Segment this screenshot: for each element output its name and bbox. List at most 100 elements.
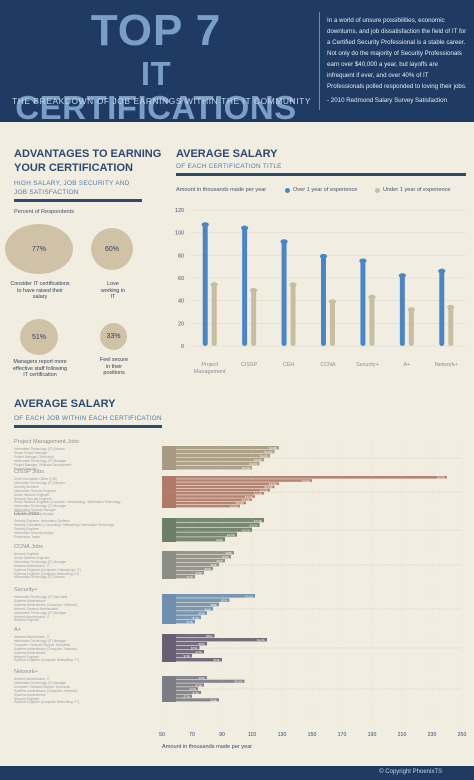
job-name: Network Security Engineer [14,496,52,501]
job-salary-bar [162,446,279,450]
job-salary-bar [162,454,270,458]
job-name: Systems Administrator (Computer / Networ… [14,646,78,651]
job-salary-value: $102k [230,504,239,508]
job-salary-value: $120k [257,638,266,642]
job-name: Security Architect [14,484,39,489]
job-salary-bar [162,634,215,638]
job-group-title: Network+ [14,669,38,675]
job-name: Senior Network Engineer [14,555,50,560]
job-name: Computer / Network Support Technician [14,684,71,689]
x-category-label: Network+ [435,362,458,368]
job-salary-value: $105k [234,680,243,684]
job-salary-value: $110k [242,528,250,532]
job-name: Information Security Analyst [14,530,54,535]
header-divider [319,12,320,110]
job-salary-bar [162,683,204,687]
x-category-label: Management [194,369,226,375]
bar-cap [407,307,415,312]
job-group-title: Project Management Jobs [14,439,79,445]
job-salary-bar [162,518,264,523]
job-salary-value: $78k [195,571,202,575]
job-salary-value: $75k [191,646,198,650]
job-chart-xlabel: Amount in thousands made per year [162,744,253,750]
job-salary-value: $88k [210,698,217,702]
stat-circle-60: 60% [91,228,133,270]
bar-cap [210,282,218,288]
job-salary-bar [162,495,255,498]
job-salary-bar [162,476,447,479]
bar-cap [319,253,328,259]
job-name: Project Manager [14,466,38,471]
job-salary-bar [162,606,213,611]
job-salary-bar [162,611,207,615]
title-top7: TOP 7 [90,6,222,55]
bar-under-1yr [448,306,454,346]
job-salary-value: $84k [204,607,211,611]
job-salary-value: $122k [260,454,269,458]
job-salary-value: $150k [302,479,311,483]
header-quote-source: - 2010 Redmond Salary Survey Satisfactio… [327,97,448,104]
job-salary-value: $80k [198,676,205,680]
job-name: Security Engineer [14,526,40,531]
bar-cap [250,287,258,293]
job-salary-bar [162,690,201,694]
job-group-list: Security Engineer, Information Systems Se… [14,519,114,540]
job-salary-bar [162,571,204,575]
job-salary-bar [162,646,200,650]
job-salary-value: $98k [225,551,232,555]
legend-dot-over [285,188,290,193]
x-category-label: Security+ [356,362,379,368]
bar-under-1yr [211,283,217,346]
job-salary-bar [162,594,255,598]
bar-under-1yr [290,283,296,346]
legend-label-over: Over 1 year of experience [293,187,358,193]
job-salary-bar [162,485,275,489]
legend-dot-under [375,188,380,193]
job-name: Information Security Analyst [14,512,54,517]
job-name: Information Technology (IT) Director [14,575,65,580]
job-name: Senior Network Engineer [14,492,50,497]
job-salary-value: $95k [221,599,228,603]
x-tick-label: 250 [458,732,467,738]
job-salary-value: $100k [227,533,236,537]
job-chart-underline [14,425,162,428]
job-group-list: Chief Information Officer (CIO) Informati… [14,477,121,517]
job-salary-value: $112k [245,594,253,598]
job-group-title: A+ [14,627,21,633]
job-salary-bar [162,602,219,607]
job-salary-bar [162,575,195,579]
y-tick-label: 120 [175,208,184,214]
job-salary-bar [162,498,252,501]
bar-over-1yr [281,240,287,346]
job-salary-bar [162,537,225,542]
job-name: Information Technology (IT) Manager [14,559,67,564]
bar-cap [328,299,337,305]
job-name: Network Administrator, IT [14,614,50,619]
x-tick-label: 170 [338,732,347,738]
job-salary-value: $88k [210,563,217,567]
job-salary-bar [162,458,264,462]
job-salary-bar [162,619,195,624]
x-category-label: CISSP [241,362,258,368]
bar-over-1yr [439,270,445,346]
job-group-list: Network Administrator, IT Information Tec… [14,677,79,705]
stat-circle-51: 51% [20,319,58,355]
job-group-list: Information Technology (IT) Specialist Sy… [14,595,77,623]
job-salary-bar [162,479,312,482]
bar-over-1yr [202,223,208,346]
bar-over-1yr [399,274,405,346]
job-name: Computer / Network Support Technician [14,642,71,647]
job-name: Systems Administrator [14,650,46,655]
job-salary-value: $88k [210,603,217,607]
job-salary-bar [162,615,201,620]
advantages-title-line2: YOUR CERTIFICATION [14,162,133,174]
job-salary-value: $122k [260,488,269,492]
footer-copyright: © Copyright PhoenixTS [379,769,442,775]
x-tick-label: 130 [278,732,287,738]
job-salary-value: $106k [236,501,245,505]
job-salary-value: $80k [198,612,205,616]
job-name: Information Technology (IT) Director [14,447,65,451]
job-name: Information Technology (IT) Manager [14,458,67,463]
job-salary-value: $70k [183,695,190,699]
